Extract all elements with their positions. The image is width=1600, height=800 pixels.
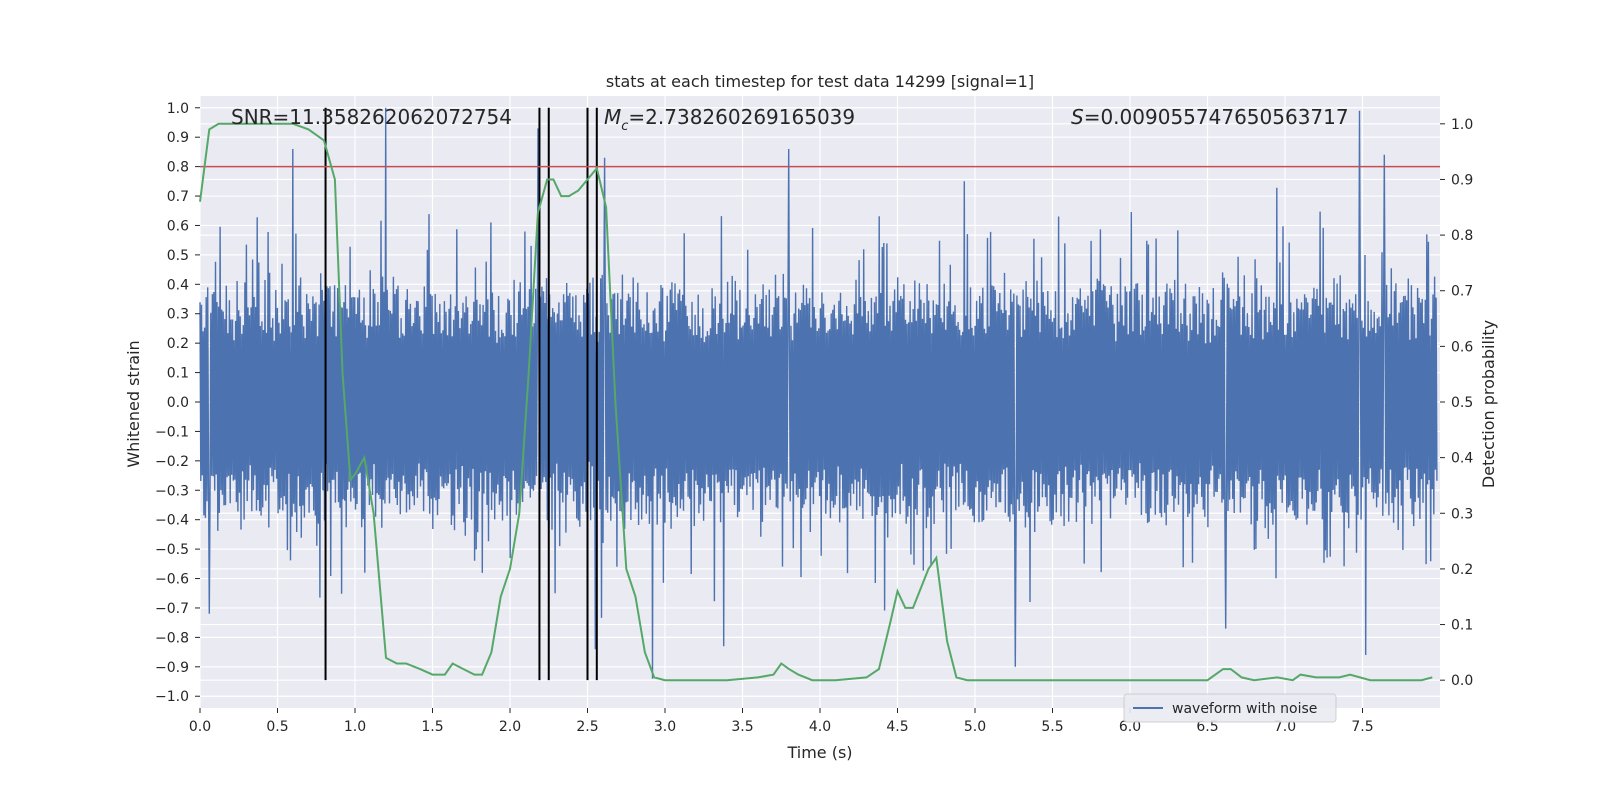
mc-annotation: Mc=2.738260269165039	[604, 105, 855, 134]
y-right-tick-label: 0.0	[1451, 673, 1473, 689]
s-value: =0.009055747650563717	[1084, 105, 1349, 129]
probability-line	[199, 122, 1433, 682]
legend: waveform with noise	[1123, 693, 1337, 723]
x-tick-label: 3.5	[731, 719, 753, 735]
y-left-tick-label: 0.0	[167, 395, 189, 411]
vertical-markers	[324, 107, 598, 681]
y-left-tick-label: −0.9	[155, 660, 189, 676]
y-left-tick-label: 0.3	[167, 307, 189, 323]
y-right-tick-label: 0.7	[1451, 284, 1473, 300]
y-left-tick-label: 0.9	[167, 130, 189, 146]
x-tick-label: 2.0	[499, 719, 521, 735]
x-tick-label: 6.5	[1196, 719, 1218, 735]
x-tick-label: 0.0	[189, 719, 211, 735]
x-tick-label: 5.0	[964, 719, 986, 735]
x-tick-label: 5.5	[1041, 719, 1063, 735]
y-right-tick-label: 1.0	[1451, 117, 1473, 133]
x-tick-label: 1.0	[344, 719, 366, 735]
y-right-tick-label: 0.5	[1451, 395, 1473, 411]
x-tick-label: 0.5	[266, 719, 288, 735]
y-left-tick-label: 0.5	[167, 248, 189, 264]
y-left-tick-label: 0.1	[167, 366, 189, 382]
y-left-tick-label: 0.6	[167, 218, 189, 234]
x-tick-label: 7.0	[1274, 719, 1296, 735]
y-left-tick-label: 0.7	[167, 189, 189, 205]
y-left-tick-label: −0.7	[155, 601, 189, 617]
y-right-tick-label: 0.6	[1451, 339, 1473, 355]
x-axis-label: Time (s)	[786, 743, 852, 762]
y-left-tick-label: 1.0	[167, 101, 189, 117]
snr-annotation: SNR=11.358262062072754	[231, 105, 512, 129]
x-tick-label: 4.0	[809, 719, 831, 735]
y-left-tick-label: −0.3	[155, 483, 189, 499]
legend-box	[1123, 693, 1337, 723]
waveform-series	[199, 107, 1438, 679]
x-tick-label: 4.5	[886, 719, 908, 735]
y-left-tick-label: −0.8	[155, 630, 189, 646]
y-left-tick-label: −0.6	[155, 572, 189, 588]
y-right-tick-label: 0.2	[1451, 562, 1473, 578]
mc-subscript: c	[621, 119, 628, 134]
s-symbol: S	[1071, 105, 1084, 129]
y-left-tick-label: 0.4	[167, 277, 189, 293]
y-left-tick-label: −0.5	[155, 542, 189, 558]
y-right-tick-label: 0.1	[1451, 618, 1473, 634]
s-annotation: S=0.009055747650563717	[1071, 105, 1349, 129]
x-axis-ticks: 0.0 0.5 1.0 1.5 2.0 2.5 3.0 3.5 4.0 4.5 5.0 5.5 6.0 6…	[189, 708, 1374, 735]
waveform-line	[199, 107, 1438, 679]
y-left-axis-ticks: 1.0 0.9 0.8 0.7 0.6 0.5 0.4 0.3 0.2 0.1 0.0 −0.1 −0.…	[155, 101, 200, 705]
x-tick-label: 7.5	[1351, 719, 1373, 735]
x-tick-label: 2.5	[576, 719, 598, 735]
legend-label: waveform with noise	[1172, 701, 1317, 717]
y-left-axis-label: Whitened strain	[124, 340, 143, 467]
y-left-tick-label: 0.8	[167, 160, 189, 176]
x-tick-label: 6.0	[1119, 719, 1141, 735]
y-right-axis-ticks: 1.0 0.9 0.8 0.7 0.6 0.5 0.4 0.3 0.2 0.1 0.0	[1440, 117, 1473, 689]
probability-series	[199, 122, 1433, 682]
y-left-tick-label: −0.2	[155, 454, 189, 470]
y-right-tick-label: 0.9	[1451, 172, 1473, 188]
y-left-tick-label: −0.4	[155, 513, 189, 529]
chart-title: stats at each timestep for test data 142…	[606, 72, 1034, 91]
y-left-tick-label: 0.2	[167, 336, 189, 352]
y-right-tick-label: 0.4	[1451, 451, 1473, 467]
y-right-axis-label: Detection probability	[1479, 320, 1498, 488]
y-right-tick-label: 0.3	[1451, 506, 1473, 522]
x-tick-label: 1.5	[421, 719, 443, 735]
y-left-tick-label: −0.1	[155, 424, 189, 440]
y-right-tick-label: 0.8	[1451, 228, 1473, 244]
mc-symbol: M	[604, 105, 621, 129]
mc-value: =2.738260269165039	[628, 105, 855, 129]
y-left-tick-label: −1.0	[155, 689, 189, 705]
x-tick-label: 3.0	[654, 719, 676, 735]
